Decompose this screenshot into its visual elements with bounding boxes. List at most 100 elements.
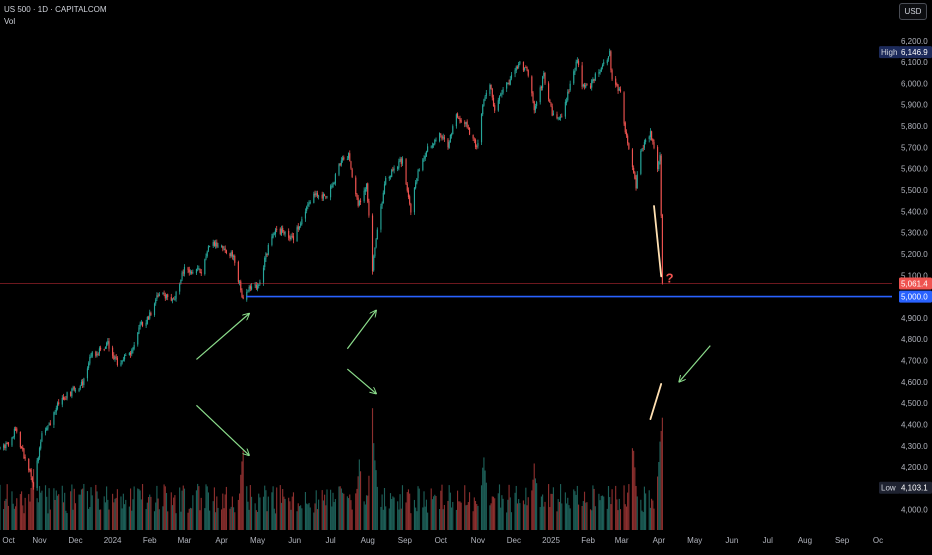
candle	[62, 393, 65, 401]
candle-body	[443, 137, 445, 139]
volume-bar	[356, 488, 358, 530]
trend-arrow[interactable]	[196, 404, 249, 455]
candle-body	[490, 84, 492, 89]
candle-body	[619, 89, 622, 92]
candle	[183, 264, 186, 277]
volume-bar	[150, 496, 152, 530]
volume-bar	[204, 508, 206, 530]
volume-bar	[651, 498, 653, 530]
volume-bar	[533, 463, 535, 530]
trend-arrow[interactable]	[346, 368, 376, 394]
candle	[455, 113, 457, 129]
candle-body	[3, 445, 5, 448]
volume-bar	[173, 497, 175, 530]
candle-body	[256, 285, 259, 290]
y-tick-label: 5,100.0	[901, 271, 928, 280]
volume-bar	[551, 493, 553, 530]
candle	[346, 156, 348, 161]
candle-body	[200, 272, 202, 274]
candle-body	[163, 293, 165, 295]
candle-body	[489, 84, 491, 94]
symbol-title[interactable]: US 500 · 1D · CAPITALCOM	[4, 5, 107, 14]
candle	[364, 187, 366, 195]
volume-bar	[213, 487, 215, 530]
candle-body	[657, 147, 659, 169]
candle	[54, 410, 56, 415]
currency-button[interactable]: USD	[899, 3, 927, 20]
candle-body	[107, 341, 109, 344]
support-badge-bg	[899, 290, 932, 303]
trend-arrow[interactable]	[196, 314, 249, 360]
candle-body	[280, 228, 283, 235]
candle-body	[658, 161, 660, 170]
volume-bar	[601, 495, 604, 530]
candle	[284, 230, 286, 237]
candle	[661, 213, 663, 285]
candle-body	[628, 143, 630, 149]
candle-body	[240, 281, 242, 291]
candle-body	[431, 145, 433, 147]
candle-body	[427, 146, 429, 152]
candle	[309, 200, 311, 205]
volume-bar	[224, 494, 226, 530]
y-tick-label: 6,000.0	[901, 79, 928, 88]
volume-bar	[593, 488, 595, 530]
candle	[267, 243, 269, 256]
candle	[324, 193, 326, 197]
candle-body	[617, 85, 619, 91]
candle-body	[55, 408, 57, 412]
candle	[350, 160, 352, 170]
volume-bar	[409, 493, 411, 530]
volume-bar	[28, 494, 30, 530]
candle-body	[397, 166, 399, 170]
volume-legend[interactable]: Vol	[4, 17, 16, 26]
candle	[307, 201, 309, 210]
volume-bar	[392, 496, 394, 530]
y-axis[interactable]: 6,200.0 6,100.0 6,000.0 5,900.0 5,800.0 5,700…	[901, 37, 928, 515]
volume-bar	[623, 485, 625, 530]
volume-bar	[634, 467, 636, 530]
x-axis[interactable]: Oct Nov Dec 2024 Feb Mar Apr May Jun Jul Aug Sep Oct…	[2, 536, 883, 545]
candle	[451, 132, 453, 139]
candle-body	[568, 90, 570, 92]
candle	[282, 225, 284, 234]
candle-body	[191, 271, 193, 274]
trend-arrow[interactable]	[346, 310, 376, 350]
candle-body	[359, 200, 362, 202]
candle-body	[651, 131, 653, 140]
candle	[480, 113, 483, 145]
candle	[55, 405, 57, 415]
volume-bar	[393, 497, 395, 530]
volume-bar	[552, 487, 554, 530]
volume-bar	[47, 513, 49, 530]
volume-bar	[381, 494, 383, 530]
candle-body	[242, 296, 244, 299]
candle	[157, 292, 159, 298]
highlight-line[interactable]	[653, 205, 663, 278]
candle	[633, 165, 635, 174]
candle	[501, 89, 503, 98]
candle	[48, 422, 50, 426]
candle	[115, 354, 117, 360]
candle-body	[649, 131, 651, 138]
candle-body	[125, 355, 127, 356]
candle-body	[565, 100, 568, 103]
x-tick-label: Oct	[2, 536, 15, 545]
annotations[interactable]: ?	[196, 205, 711, 455]
trend-arrow[interactable]	[679, 345, 711, 382]
candle	[342, 155, 344, 163]
highlight-line[interactable]	[649, 383, 663, 421]
candle-body	[216, 242, 218, 247]
candle	[573, 69, 575, 86]
candle	[23, 448, 25, 459]
x-tick-label: 2024	[104, 536, 122, 545]
volume-bar	[53, 488, 55, 530]
volume-bar	[70, 491, 72, 530]
candle-body	[439, 133, 441, 142]
candle	[233, 254, 235, 261]
candle	[181, 270, 183, 282]
volume-bar	[292, 492, 295, 530]
volume-bar	[141, 484, 144, 530]
